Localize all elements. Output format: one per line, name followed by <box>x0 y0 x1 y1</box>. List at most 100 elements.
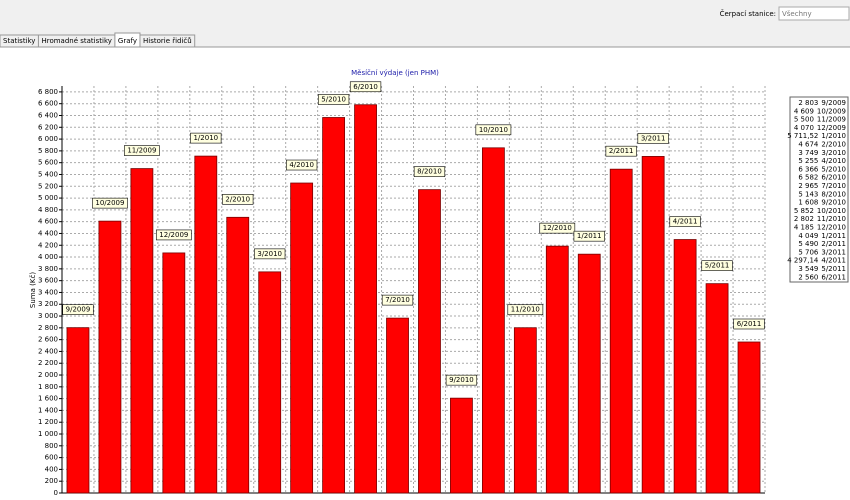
tab-label[interactable]: Hromadné statistiky <box>41 37 111 45</box>
data-label: 9/2009 <box>66 306 91 314</box>
legend-value: 4 297,14 <box>787 257 819 265</box>
legend-entry: 5 706 3/2011 <box>798 248 846 256</box>
data-label-box <box>254 248 286 260</box>
y-tick-label: 1 200 <box>38 418 58 426</box>
data-label-box <box>637 133 669 144</box>
y-tick-label: 4 600 <box>38 218 58 226</box>
legend-category: 12/2009 <box>817 124 846 132</box>
legend-entry: 4 674 2/2010 <box>798 141 846 149</box>
legend-value: 5 255 <box>798 157 818 165</box>
legend-value: 2 560 <box>798 273 818 281</box>
legend-category: 7/2010 <box>821 182 846 190</box>
legend-category: 3/2010 <box>821 149 846 157</box>
data-label-box <box>507 304 544 316</box>
legend-entry: 3 549 5/2011 <box>798 265 846 273</box>
bar <box>609 168 633 494</box>
data-label-box <box>701 260 733 271</box>
data-label: 7/2010 <box>385 296 410 304</box>
legend-category: 1/2011 <box>821 232 846 240</box>
legend-entry: 4 185 12/2010 <box>794 224 846 232</box>
data-label-box <box>669 216 701 227</box>
data-label: 11/2010 <box>511 306 540 314</box>
y-tick-label: 3 200 <box>38 300 58 308</box>
bar <box>545 245 569 494</box>
legend-value: 4 609 <box>794 107 814 115</box>
legend-value: 6 366 <box>798 165 819 173</box>
data-label: 10/2010 <box>479 126 508 134</box>
tab-label[interactable]: Grafy <box>118 37 137 45</box>
data-label-box <box>317 94 350 105</box>
legend-entry: 5 711,52 1/2010 <box>787 132 846 140</box>
y-tick-label: 2 800 <box>38 324 58 332</box>
data-label: 1/2011 <box>577 232 602 240</box>
legend-category: 10/2010 <box>817 207 846 215</box>
legend-entry: 4 609 10/2009 <box>794 107 846 115</box>
bar <box>98 220 122 494</box>
tab-label[interactable]: Historie řidičů <box>143 37 192 45</box>
legend-entry: 4 070 12/2009 <box>794 124 846 132</box>
bar <box>577 253 601 494</box>
data-label-box <box>539 222 576 234</box>
station-combo[interactable] <box>778 6 850 21</box>
y-tick-label: 3 400 <box>38 288 58 296</box>
legend-value: 1 608 <box>798 199 818 207</box>
legend-entry: 5 255 4/2010 <box>798 157 846 165</box>
legend-value: 4 049 <box>798 232 818 240</box>
legend-entry: 2 965 7/2010 <box>798 182 846 190</box>
bar <box>258 271 282 494</box>
legend-value: 4 674 <box>798 141 819 149</box>
legend-entry: 2 802 11/2010 <box>794 215 846 223</box>
bar <box>737 341 761 494</box>
y-tick-label: 1 400 <box>38 406 58 414</box>
legend-value: 3 749 <box>798 149 818 157</box>
y-tick-label: 4 800 <box>38 206 58 214</box>
y-tick-label: 1 800 <box>38 383 58 391</box>
y-tick-label: 6 200 <box>38 123 58 131</box>
tab-label[interactable]: Statistiky <box>3 37 35 45</box>
legend-entry: 2 803 9/2009 <box>798 99 846 107</box>
legend-category: 4/2010 <box>821 157 846 165</box>
y-tick-label: 3 000 <box>38 312 58 320</box>
data-label-box <box>605 145 637 157</box>
y-tick-label: 3 600 <box>38 277 58 285</box>
legend-value: 2 803 <box>798 99 818 107</box>
legend-category: 1/2010 <box>821 132 846 140</box>
station-value[interactable]: Všechny <box>782 10 812 18</box>
legend-category: 11/2009 <box>817 116 846 124</box>
data-label: 5/2010 <box>321 95 346 103</box>
legend-entry: 2 560 6/2011 <box>798 273 846 281</box>
legend-value: 5 500 <box>794 116 814 124</box>
bar <box>418 189 441 494</box>
y-tick-label: 4 000 <box>38 253 58 261</box>
bar <box>290 182 314 494</box>
data-label: 6/2011 <box>737 320 762 328</box>
legend-category: 9/2010 <box>821 199 846 207</box>
legend-category: 6/2010 <box>821 174 846 182</box>
legend-entry: 4 049 1/2011 <box>798 232 846 240</box>
legend-category: 8/2010 <box>821 190 846 198</box>
y-tick-label: 5 400 <box>38 170 58 178</box>
data-label: 3/2010 <box>257 250 282 258</box>
data-label: 2/2010 <box>225 195 250 203</box>
y-tick-label: 1 000 <box>38 430 58 438</box>
data-label: 4/2011 <box>673 218 698 226</box>
bar <box>673 239 697 494</box>
data-label: 3/2011 <box>641 134 666 142</box>
legend-value: 2 802 <box>794 215 814 223</box>
y-axis-label: Suma (Kč) <box>29 272 37 308</box>
bar <box>513 327 537 494</box>
legend-value: 5 706 <box>798 248 819 256</box>
data-label: 4/2010 <box>289 161 314 169</box>
bar <box>162 252 186 494</box>
y-tick-label: 800 <box>45 442 58 450</box>
legend-category: 3/2011 <box>821 248 846 256</box>
data-label-box <box>573 230 605 242</box>
legend-value: 5 143 <box>798 190 818 198</box>
chart-title: Měsíční výdaje (jen PHM) <box>351 69 439 77</box>
data-label-box <box>124 145 160 156</box>
data-label: 6/2010 <box>353 83 378 91</box>
bar <box>641 156 665 494</box>
bar <box>130 168 154 494</box>
y-tick-label: 5 000 <box>38 194 58 202</box>
